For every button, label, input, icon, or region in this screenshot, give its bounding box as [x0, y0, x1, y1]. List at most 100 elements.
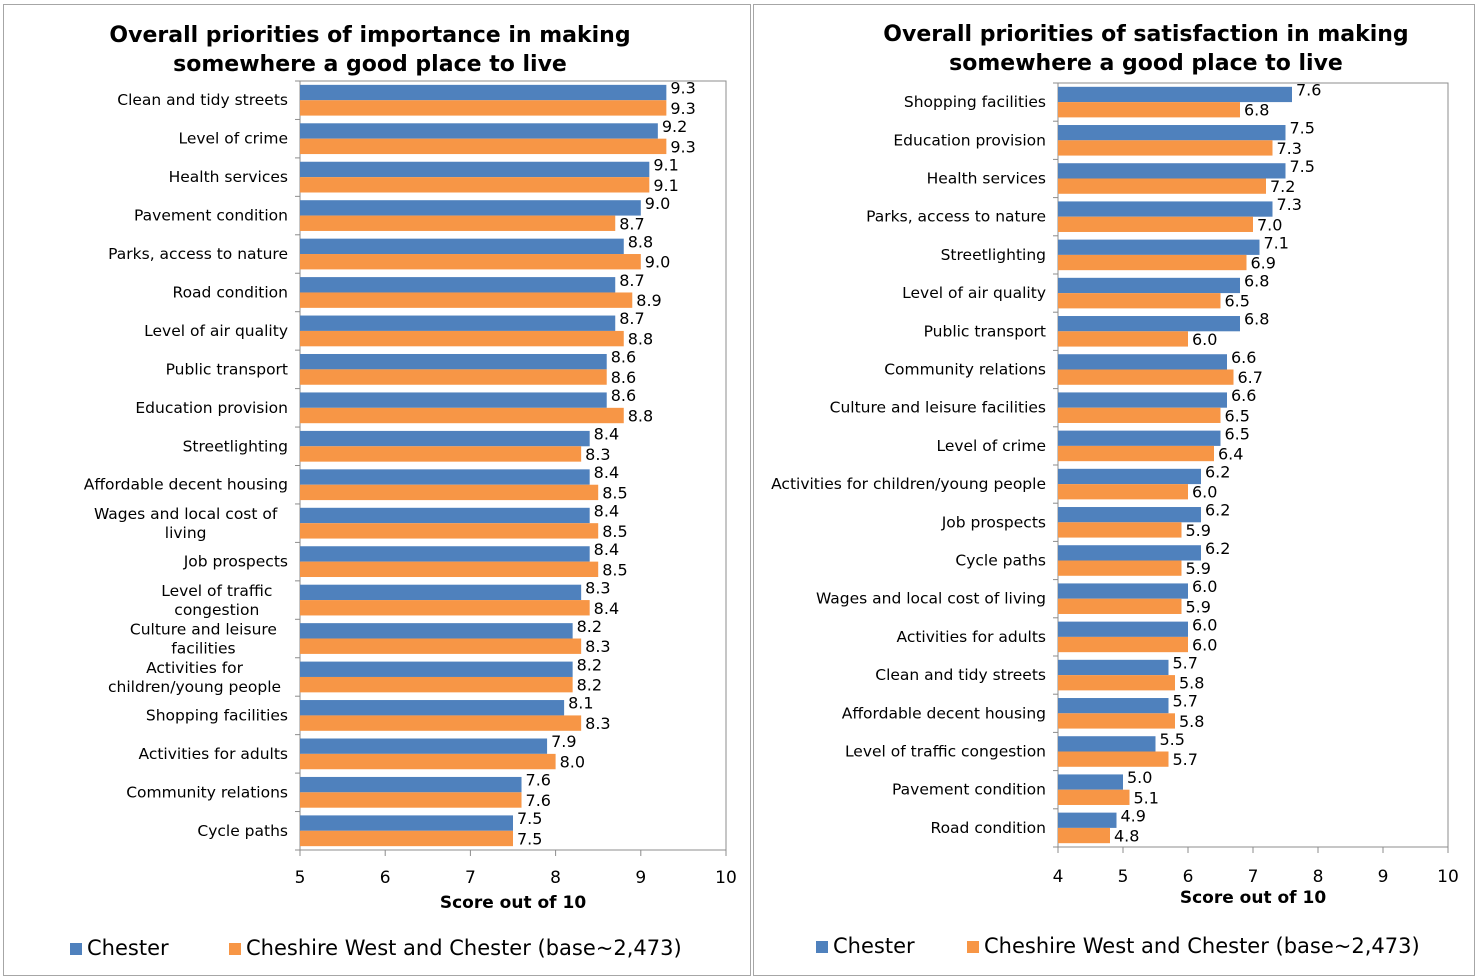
- category-label: Road condition: [173, 283, 289, 301]
- data-label-chester: 7.5: [1290, 119, 1315, 138]
- satisfaction-chart: Overall priorities of satisfaction in ma…: [771, 22, 1459, 958]
- legend-label-cheshire-west: Cheshire West and Chester (base~2,473): [984, 934, 1420, 958]
- data-label-chester: 8.7: [619, 309, 644, 328]
- bar-chester: [1058, 392, 1227, 408]
- bar-chester: [300, 430, 590, 447]
- bar-cheshire-west: [300, 523, 599, 539]
- bar-cheshire-west: [300, 753, 556, 770]
- category-label: Activities for adults: [139, 745, 289, 763]
- bar-chester: [300, 661, 573, 677]
- bar-cheshire-west: [300, 600, 590, 616]
- category-label: Pavement condition: [134, 207, 288, 225]
- category-label: Activities for children/young people: [108, 659, 281, 696]
- x-tick-label: 7: [1248, 867, 1259, 887]
- data-label-cheshire-west: 6.5: [1225, 292, 1250, 311]
- bar-cheshire-west: [1058, 216, 1253, 232]
- data-label-chester: 8.4: [594, 425, 619, 444]
- data-label-cheshire-west: 6.8: [1244, 101, 1269, 120]
- bar-cheshire-west: [1058, 827, 1110, 844]
- bar-cheshire-west: [300, 215, 616, 231]
- x-tick-label: 8: [550, 868, 561, 888]
- data-label-chester: 5.7: [1173, 692, 1198, 711]
- bar-chester: [1058, 507, 1201, 523]
- data-label-chester: 8.2: [577, 655, 602, 674]
- data-label-chester: 6.2: [1205, 462, 1230, 481]
- category-label: Streetlighting: [183, 437, 288, 455]
- data-label-cheshire-west: 8.8: [628, 330, 653, 349]
- bar-chester: [1058, 163, 1286, 179]
- bar-chester: [300, 315, 616, 331]
- category-label: Parks, access to nature: [108, 245, 288, 263]
- data-label-cheshire-west: 6.0: [1192, 636, 1217, 655]
- data-label-cheshire-west: 8.9: [636, 291, 661, 310]
- data-label-cheshire-west: 5.9: [1186, 597, 1211, 616]
- bar-chester: [1058, 659, 1169, 676]
- bar-chester: [1058, 430, 1221, 446]
- legend-label-cheshire-west: Cheshire West and Chester (base~2,473): [246, 936, 682, 960]
- data-label-chester: 7.1: [1264, 233, 1289, 252]
- data-label-chester: 6.0: [1192, 615, 1217, 634]
- bar-cheshire-west: [1058, 713, 1175, 729]
- data-label-chester: 6.5: [1225, 424, 1250, 443]
- bar-cheshire-west: [300, 484, 599, 501]
- bar-chester: [1058, 545, 1201, 561]
- x-tick-label: 10: [1437, 867, 1459, 887]
- data-label-cheshire-west: 5.8: [1179, 674, 1204, 693]
- category-label: Wages and local cost of living: [816, 590, 1046, 608]
- legend-swatch-cheshire-west: [229, 943, 241, 955]
- legend-swatch-chester: [816, 941, 828, 953]
- bar-chester: [1058, 201, 1273, 217]
- bar-chester: [1058, 698, 1169, 714]
- x-tick-label: 10: [715, 868, 737, 888]
- data-label-chester: 9.3: [670, 79, 695, 98]
- bar-cheshire-west: [1058, 331, 1188, 347]
- category-label: Cycle paths: [197, 822, 288, 840]
- category-label: Education provision: [893, 131, 1046, 149]
- bar-cheshire-west: [1058, 484, 1188, 500]
- data-label-chester: 8.4: [594, 463, 619, 482]
- data-label-chester: 9.1: [653, 155, 678, 174]
- data-label-chester: 5.5: [1160, 730, 1185, 749]
- chart-title-line: somewhere a good place to live: [173, 52, 567, 77]
- data-label-chester: 9.0: [645, 194, 670, 213]
- bar-chester: [300, 623, 573, 639]
- data-label-chester: 8.6: [611, 386, 636, 405]
- data-label-cheshire-west: 9.3: [670, 99, 695, 118]
- bar-cheshire-west: [1058, 369, 1234, 385]
- data-label-chester: 9.2: [662, 117, 687, 136]
- x-tick-label: 6: [1183, 867, 1194, 887]
- bar-chester: [1058, 736, 1156, 752]
- data-label-chester: 8.4: [594, 540, 619, 559]
- category-label: Shopping facilities: [904, 93, 1046, 111]
- satisfaction-chart-panel: Overall priorities of satisfaction in ma…: [753, 4, 1475, 976]
- data-label-cheshire-west: 6.9: [1251, 254, 1276, 273]
- bar-chester: [300, 277, 616, 293]
- bar-chester: [300, 815, 513, 831]
- data-label-cheshire-west: 6.0: [1192, 483, 1217, 502]
- bar-cheshire-west: [1058, 675, 1175, 691]
- category-label: Activities for children/young people: [771, 475, 1046, 493]
- category-label: Job prospects: [183, 553, 288, 571]
- bar-chester: [1058, 774, 1123, 790]
- data-label-chester: 6.0: [1192, 577, 1217, 596]
- bar-chester: [1058, 239, 1260, 255]
- category-label: Health services: [927, 170, 1046, 188]
- bar-chester: [1058, 354, 1227, 370]
- data-label-chester: 7.6: [526, 771, 551, 790]
- category-label: Streetlighting: [941, 246, 1046, 264]
- bar-chester: [300, 123, 658, 139]
- bar-cheshire-west: [1058, 178, 1266, 194]
- bar-cheshire-west: [300, 330, 624, 347]
- data-label-chester: 8.3: [585, 578, 610, 597]
- data-label-chester: 6.8: [1244, 310, 1269, 329]
- bar-cheshire-west: [1058, 254, 1247, 271]
- data-label-chester: 7.5: [517, 809, 542, 828]
- legend-swatch-chester: [70, 943, 82, 955]
- legend-label-chester: Chester: [87, 936, 169, 960]
- data-label-cheshire-west: 9.0: [645, 253, 670, 272]
- chart-title-line: somewhere a good place to live: [949, 51, 1343, 76]
- bar-cheshire-west: [300, 830, 513, 847]
- bar-chester: [1058, 86, 1292, 103]
- data-label-chester: 8.4: [594, 501, 619, 520]
- bar-chester: [1058, 468, 1201, 485]
